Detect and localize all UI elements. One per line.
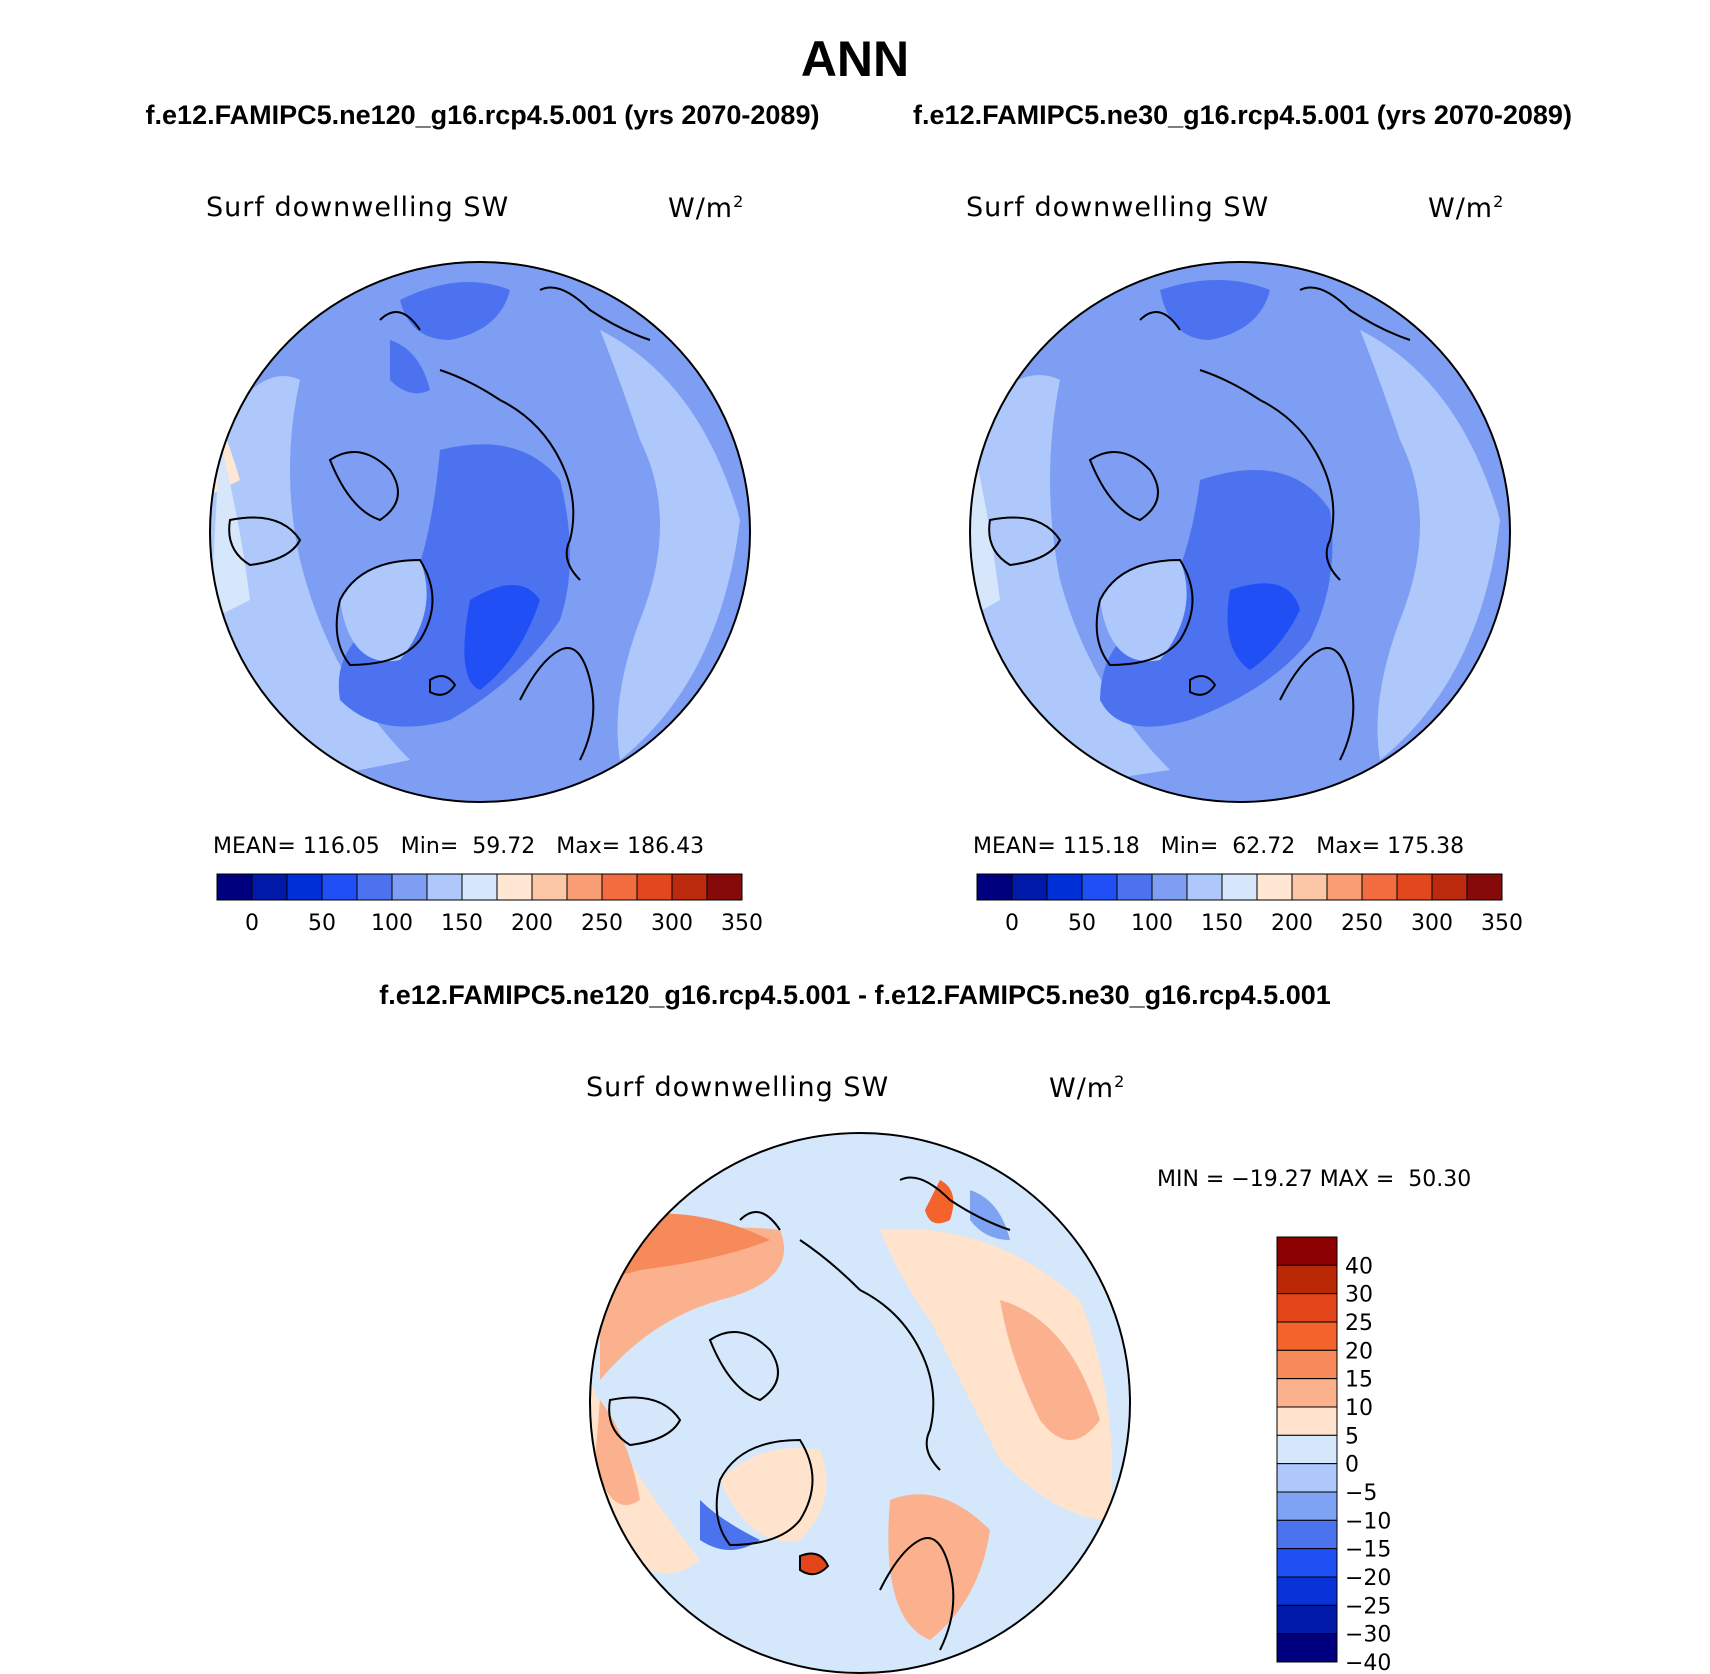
- colorbar-box: [216, 873, 253, 901]
- case-title-right: f.e12.FAMIPC5.ne30_g16.rcp4.5.001 (yrs 2…: [913, 100, 1572, 130]
- map-diff: [590, 1133, 1130, 1673]
- colorbar-tick-label: 350: [1481, 911, 1523, 936]
- colorbar-tick-label: 100: [371, 911, 413, 936]
- colorbar-box: [321, 873, 358, 901]
- colorbar-tick-label: 15: [1345, 1368, 1373, 1393]
- colorbar-box: [531, 873, 568, 901]
- colorbar-tick-label: 250: [1341, 911, 1383, 936]
- units-label-right: W/m2: [1428, 192, 1505, 224]
- map-right-border: [969, 261, 1511, 803]
- colorbar-right: 0 50 100 150 200 250 300 350: [976, 873, 1523, 936]
- colorbar-tick-label: 50: [308, 911, 336, 936]
- colorbar-tick-label: −40: [1345, 1651, 1391, 1674]
- colorbar-tick-label: 10: [1345, 1396, 1373, 1421]
- colorbar-box: [1276, 1236, 1338, 1266]
- colorbar-box: [1186, 873, 1223, 901]
- colorbar-box: [1276, 1406, 1338, 1436]
- colorbar-box: [1256, 873, 1293, 901]
- diff-minmax: MIN = −19.27 MAX = 50.30: [1157, 1167, 1472, 1192]
- colorbar-tick-label: 300: [651, 911, 693, 936]
- colorbar-box: [1431, 873, 1468, 901]
- stats-left: MEAN= 116.05 Min= 59.72 Max= 186.43: [213, 834, 705, 859]
- colorbar-tick-label: −20: [1345, 1566, 1391, 1591]
- colorbar-box: [1276, 1491, 1338, 1521]
- colorbar-tick-label: 0: [1005, 911, 1019, 936]
- colorbar-tick-label: 350: [721, 911, 763, 936]
- colorbar-box: [976, 873, 1013, 901]
- colorbar-tick-label: 20: [1345, 1339, 1373, 1364]
- colorbar-tick-label: 250: [581, 911, 623, 936]
- units-label-left: W/m2: [668, 192, 745, 224]
- variable-label-right: Surf downwelling SW: [966, 192, 1270, 223]
- colorbar-box: [1291, 873, 1328, 901]
- colorbar-tick-label: 200: [1271, 911, 1313, 936]
- colorbar-tick-label: −5: [1345, 1481, 1377, 1506]
- colorbar-box: [496, 873, 533, 901]
- page-title: ANN: [800, 31, 910, 87]
- colorbar-box: [1396, 873, 1433, 901]
- colorbar-tick-label: 100: [1131, 911, 1173, 936]
- colorbar-tick-label: 150: [441, 911, 483, 936]
- map-left-border: [209, 261, 751, 803]
- colorbar-box: [636, 873, 673, 901]
- colorbar-box: [671, 873, 708, 901]
- colorbar-box: [1221, 873, 1258, 901]
- colorbar-box: [1276, 1604, 1338, 1635]
- colorbar-tick-label: 5: [1345, 1424, 1359, 1449]
- colorbar-box: [461, 873, 498, 901]
- colorbar-tick-label: 0: [1345, 1453, 1359, 1478]
- map-left: [210, 262, 750, 802]
- colorbar-box: [1276, 1264, 1338, 1295]
- colorbar-box: [1046, 873, 1083, 901]
- colorbar-tick-label: 300: [1411, 911, 1453, 936]
- colorbar-box: [1151, 873, 1188, 901]
- colorbar-tick-label: −30: [1345, 1623, 1391, 1648]
- colorbar-box: [1011, 873, 1048, 901]
- colorbar-box: [1326, 873, 1363, 901]
- colorbar-box: [1116, 873, 1153, 901]
- colorbar-diff: 40 30 25 20 15 10 5 0 −5 −10 −15 −20 −25 −30 −40: [1276, 1236, 1391, 1674]
- colorbar-box: [706, 873, 743, 901]
- colorbar-box: [1276, 1321, 1338, 1351]
- colorbar-tick-label: 40: [1345, 1254, 1373, 1279]
- colorbar-tick-label: 30: [1345, 1283, 1373, 1308]
- colorbar-box: [391, 873, 428, 901]
- map-diff-border: [589, 1132, 1131, 1674]
- colorbar-tick-label: 200: [511, 911, 553, 936]
- colorbar-box: [1276, 1576, 1338, 1606]
- colorbar-tick-label: 0: [245, 911, 259, 936]
- colorbar-tick-label: −15: [1345, 1538, 1391, 1563]
- colorbar-box: [1081, 873, 1118, 901]
- colorbar-left: 0 50 100 150 200 250 300 350: [216, 873, 763, 936]
- colorbar-tick-label: 25: [1345, 1311, 1373, 1336]
- colorbar-box: [1361, 873, 1398, 901]
- colorbar-tick-label: −25: [1345, 1594, 1391, 1619]
- colorbar-box: [356, 873, 393, 901]
- colorbar-box: [566, 873, 603, 901]
- colorbar-box: [1276, 1378, 1338, 1408]
- variable-label-left: Surf downwelling SW: [206, 192, 510, 223]
- units-label-diff: W/m2: [1049, 1072, 1126, 1104]
- colorbar-box: [251, 873, 288, 901]
- colorbar-box: [601, 873, 638, 901]
- stats-right: MEAN= 115.18 Min= 62.72 Max= 175.38: [973, 834, 1465, 859]
- colorbar-box: [426, 873, 463, 901]
- colorbar-box: [1276, 1463, 1338, 1493]
- colorbar-box: [1276, 1349, 1338, 1380]
- colorbar-tick-label: −10: [1345, 1509, 1391, 1534]
- colorbar-box: [1276, 1293, 1338, 1323]
- colorbar-tick-label: 50: [1068, 911, 1096, 936]
- colorbar-tick-label: 150: [1201, 911, 1243, 936]
- variable-label-diff: Surf downwelling SW: [586, 1072, 890, 1103]
- colorbar-box: [286, 873, 323, 901]
- colorbar-box: [1466, 873, 1503, 901]
- colorbar-box: [1276, 1633, 1338, 1663]
- case-title-left: f.e12.FAMIPC5.ne120_g16.rcp4.5.001 (yrs …: [145, 100, 820, 130]
- diff-title: f.e12.FAMIPC5.ne120_g16.rcp4.5.001 - f.e…: [379, 980, 1331, 1010]
- colorbar-box: [1276, 1548, 1338, 1578]
- colorbar-box: [1276, 1434, 1338, 1465]
- colorbar-box: [1276, 1519, 1338, 1550]
